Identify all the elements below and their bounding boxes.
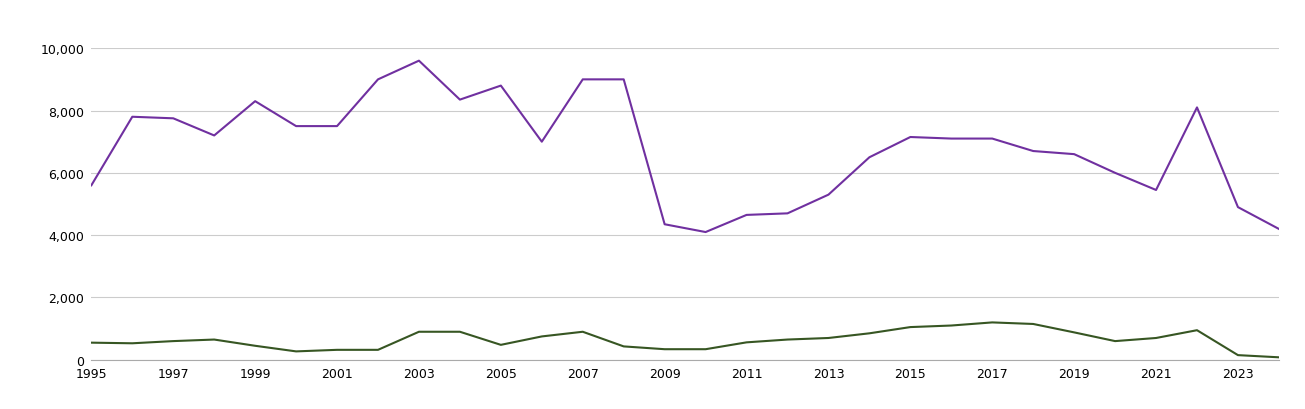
A newly built property — [698, 347, 714, 352]
An established property — [779, 211, 795, 216]
An established property — [861, 155, 877, 160]
A newly built property — [1189, 328, 1205, 333]
A newly built property — [288, 349, 304, 354]
An established property — [944, 137, 959, 142]
An established property — [1026, 149, 1041, 154]
A newly built property — [576, 330, 591, 335]
A newly built property — [656, 347, 672, 352]
A newly built property — [861, 331, 877, 336]
A newly built property — [1231, 353, 1246, 358]
An established property — [1271, 227, 1287, 232]
A newly built property — [739, 340, 754, 345]
A newly built property — [1107, 339, 1122, 344]
A newly built property — [821, 336, 837, 341]
A newly built property — [984, 320, 1000, 325]
An established property — [903, 135, 919, 140]
A newly built property — [206, 337, 222, 342]
An established property — [248, 99, 264, 104]
An established property — [984, 137, 1000, 142]
An established property — [329, 124, 345, 129]
A newly built property — [452, 330, 467, 335]
An established property — [411, 59, 427, 64]
An established property — [206, 134, 222, 139]
A newly built property — [944, 323, 959, 328]
An established property — [656, 222, 672, 227]
Line: An established property: An established property — [91, 61, 1279, 232]
A newly built property — [903, 325, 919, 330]
A newly built property — [84, 340, 99, 345]
A newly built property — [248, 344, 264, 348]
An established property — [534, 140, 549, 145]
A newly built property — [124, 341, 140, 346]
An established property — [1189, 106, 1205, 110]
An established property — [166, 117, 181, 121]
An established property — [1148, 188, 1164, 193]
An established property — [493, 84, 509, 89]
An established property — [1066, 152, 1082, 157]
An established property — [452, 98, 467, 103]
An established property — [821, 193, 837, 198]
A newly built property — [411, 330, 427, 335]
A newly built property — [166, 339, 181, 344]
A newly built property — [1271, 355, 1287, 360]
An established property — [371, 78, 386, 83]
A newly built property — [779, 337, 795, 342]
A newly built property — [329, 348, 345, 353]
An established property — [288, 124, 304, 129]
An established property — [576, 78, 591, 83]
An established property — [1231, 205, 1246, 210]
Line: A newly built property: A newly built property — [91, 323, 1279, 357]
A newly built property — [493, 343, 509, 348]
A newly built property — [534, 334, 549, 339]
An established property — [84, 183, 99, 188]
An established property — [1107, 171, 1122, 176]
An established property — [616, 78, 632, 83]
A newly built property — [1066, 330, 1082, 335]
An established property — [124, 115, 140, 120]
A newly built property — [371, 348, 386, 353]
An established property — [698, 230, 714, 235]
A newly built property — [616, 344, 632, 349]
An established property — [739, 213, 754, 218]
A newly built property — [1026, 322, 1041, 327]
A newly built property — [1148, 336, 1164, 341]
